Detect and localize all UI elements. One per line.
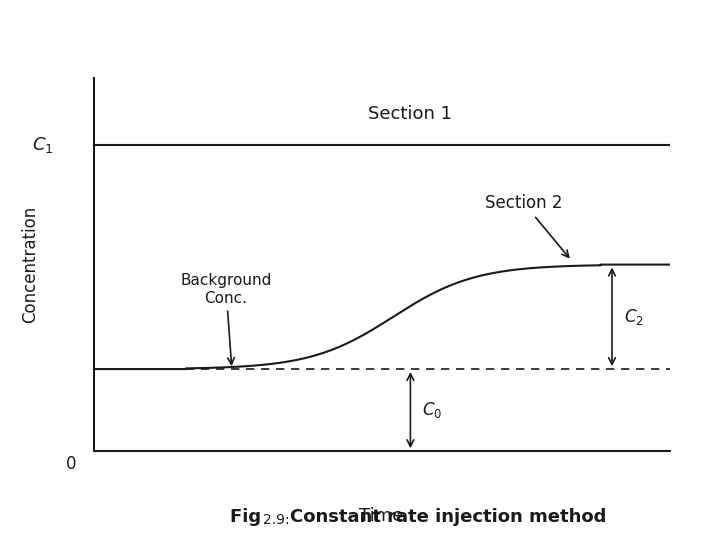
Text: Concentration: Concentration bbox=[22, 206, 40, 323]
Text: 0: 0 bbox=[66, 455, 76, 473]
Text: Background
Conc.: Background Conc. bbox=[181, 273, 271, 364]
Text: 2.9:: 2.9: bbox=[263, 512, 294, 526]
Text: Section 2: Section 2 bbox=[485, 194, 569, 257]
Text: $C_0$: $C_0$ bbox=[422, 400, 442, 420]
Text: Fig: Fig bbox=[230, 509, 268, 526]
Text: $C_2$: $C_2$ bbox=[624, 307, 644, 327]
Text: Time: Time bbox=[359, 507, 404, 525]
Text: Section 1: Section 1 bbox=[369, 105, 452, 123]
Text: Constant rate injection method: Constant rate injection method bbox=[290, 509, 606, 526]
Text: $C_1$: $C_1$ bbox=[32, 135, 53, 155]
